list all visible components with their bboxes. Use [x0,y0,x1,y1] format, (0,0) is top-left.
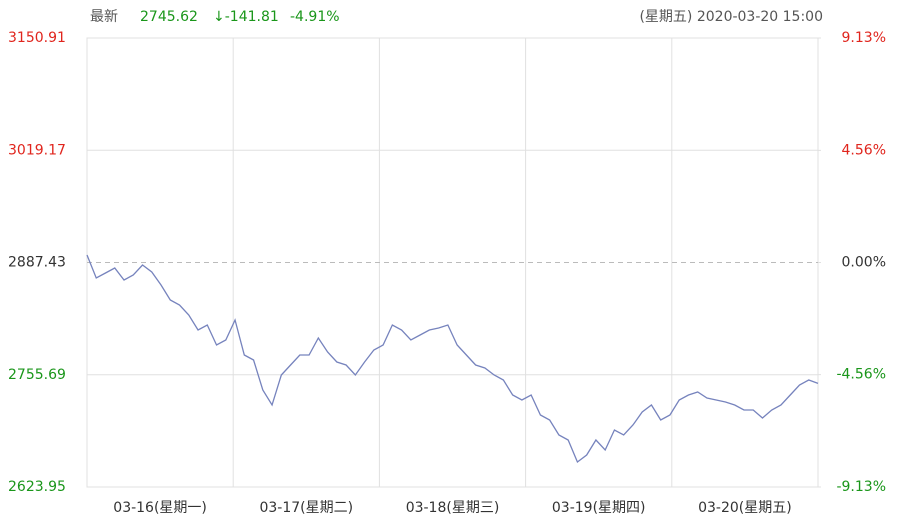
x-tick-label: 03-16(星期一) [113,500,207,516]
x-tick-label: 03-18(星期三) [406,500,500,516]
y-tick-label: 3019.17 [8,142,66,158]
price-line [86,254,819,464]
y-tick-label: 2887.43 [8,255,66,271]
x-tick-label: 03-17(星期二) [259,500,353,516]
y-tick-label: 3150.91 [8,30,66,46]
y2-tick-label: -9.13% [836,479,886,495]
y-tick-label: 2755.69 [8,367,66,383]
y2-tick-label: 4.56% [842,142,886,158]
header-pct: -4.91% [290,9,340,25]
header-label: 最新 [90,9,118,25]
header-price: 2745.62 [140,9,198,25]
header-change: ↓-141.81 [213,9,279,25]
y2-tick-label: -4.56% [836,367,886,383]
y2-tick-label: 9.13% [842,30,886,46]
header-datetime: (星期五) 2020-03-20 15:00 [639,9,823,25]
y2-tick-label: 0.00% [842,255,886,271]
y-tick-label: 2623.95 [8,479,66,495]
x-tick-label: 03-19(星期四) [552,500,646,516]
x-tick-label: 03-20(星期五) [698,500,792,516]
